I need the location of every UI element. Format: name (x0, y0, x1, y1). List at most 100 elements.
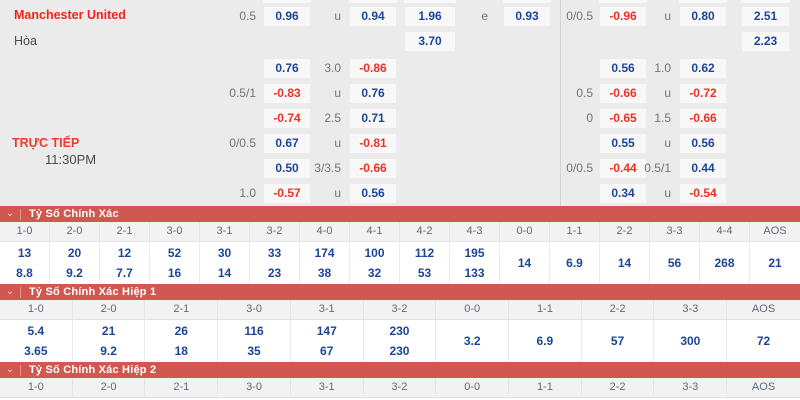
odds-price-cell[interactable]: -0.66 (349, 158, 397, 179)
score-odds-value[interactable]: 230 (389, 324, 410, 338)
odds-price-cell[interactable]: 0.50 (263, 158, 311, 179)
score-odds-value[interactable]: 12 (117, 246, 132, 260)
score-odds-cell: 100 32 (350, 242, 400, 284)
score-odds-value[interactable]: 56 (667, 256, 682, 270)
section-header-bar[interactable]: ⌄ Tỷ Số Chính Xác Hiệp 1 (0, 284, 800, 300)
score-odds-value[interactable]: 32 (367, 266, 382, 280)
odds-price-cell[interactable]: -0.66 (599, 83, 647, 104)
score-odds-value[interactable]: 268 (714, 256, 735, 270)
odds-line-label: 0.5/1 (644, 161, 671, 175)
odds-line-label: u (334, 9, 341, 23)
score-odds-value[interactable]: 174 (314, 246, 335, 260)
score-odds-value[interactable]: 30 (217, 246, 232, 260)
score-odds-value[interactable]: 6.9 (536, 334, 554, 348)
odds-line-label: 1.5 (654, 111, 671, 125)
odds-line-label: u (334, 86, 341, 100)
score-odds-value[interactable]: 133 (464, 266, 485, 280)
score-odds-value[interactable]: 72 (756, 334, 771, 348)
score-odds-value[interactable]: 5.4 (27, 324, 45, 338)
odds-price-cell[interactable]: 0.76 (263, 58, 311, 79)
score-column-label: 3-1 (200, 222, 250, 241)
odds-price-cell[interactable]: -0.74 (263, 108, 311, 129)
score-odds-value[interactable]: 16 (167, 266, 182, 280)
odds-price-cell[interactable]: -0.44 (599, 158, 647, 179)
score-odds-value[interactable]: 300 (680, 334, 701, 348)
odds-price-cell[interactable]: 0.94 (349, 6, 397, 27)
odds-price-cell[interactable]: 0.80 (679, 6, 727, 27)
odds-price-cell[interactable]: 0.93 (503, 6, 551, 27)
score-odds-value[interactable]: 26 (174, 324, 188, 338)
odds-price-cell[interactable]: -0.72 (679, 83, 727, 104)
odds-line-label: 0/0.5 (566, 9, 593, 23)
score-odds-value[interactable]: 21 (768, 256, 782, 270)
chevron-down-icon[interactable]: ⌄ (5, 208, 15, 219)
cutoff-odds-box (679, 0, 727, 3)
score-odds-cell: 21 (750, 242, 800, 284)
score-odds-value[interactable]: 116 (244, 324, 264, 338)
score-odds-cell: 3.2 (436, 320, 510, 362)
score-odds-value[interactable]: 112 (414, 246, 435, 260)
score-odds-value[interactable]: 35 (247, 344, 261, 358)
score-odds-value[interactable]: 100 (364, 246, 385, 260)
score-odds-value[interactable]: 147 (316, 324, 337, 338)
section-title: Tỷ Số Chính Xác Hiệp 1 (29, 286, 157, 298)
odds-price-cell[interactable]: 0.67 (263, 133, 311, 154)
odds-price-cell[interactable]: 0.62 (679, 58, 727, 79)
score-odds-value[interactable]: 20 (67, 246, 82, 260)
score-odds-value[interactable]: 3.65 (24, 344, 48, 358)
score-odds-value[interactable]: 57 (610, 334, 625, 348)
section-header-bar[interactable]: ⌄ Tỷ Số Chính Xác (0, 206, 800, 222)
odds-price-cell[interactable]: 0.71 (349, 108, 397, 129)
score-column-headers: 1-0 2-0 2-1 3-0 3-1 3-2 0-0 1-1 2-2 3-3 AOS (0, 378, 800, 398)
score-odds-value[interactable]: 9.2 (100, 344, 117, 358)
odds-price-cell[interactable]: -0.81 (349, 133, 397, 154)
score-odds-value[interactable]: 53 (417, 266, 432, 280)
odds-price-cell[interactable]: 0.55 (599, 133, 647, 154)
chevron-down-icon[interactable]: ⌄ (5, 364, 15, 375)
odds-price-cell[interactable]: 0.56 (349, 183, 397, 204)
section-header-bar[interactable]: ⌄ Tỷ Số Chính Xác Hiệp 2 (0, 362, 800, 378)
score-odds-value[interactable]: 38 (317, 266, 332, 280)
score-odds-value[interactable]: 230 (389, 344, 410, 358)
score-odds-value[interactable]: 52 (167, 246, 182, 260)
odds-price-cell[interactable]: 3.70 (404, 31, 456, 52)
score-odds-value[interactable]: 195 (464, 246, 485, 260)
score-odds-cell: 57 (582, 320, 655, 362)
odds-line-label: 0/0.5 (566, 161, 593, 175)
odds-price-cell[interactable]: -0.83 (263, 83, 311, 104)
home-team-name[interactable]: Manchester United (14, 8, 126, 22)
odds-price-cell[interactable]: 2.23 (741, 31, 790, 52)
score-odds-value[interactable]: 23 (267, 266, 282, 280)
odds-price-cell[interactable]: 2.51 (741, 6, 790, 27)
odds-price-cell[interactable]: 0.44 (679, 158, 727, 179)
odds-price-cell[interactable]: 0.76 (349, 83, 397, 104)
score-odds-value[interactable]: 6.9 (566, 256, 583, 270)
score-odds-value[interactable]: 8.8 (16, 266, 33, 280)
score-odds-value[interactable]: 13 (17, 246, 32, 260)
odds-price-cell[interactable]: -0.57 (263, 183, 311, 204)
odds-price-cell[interactable]: 0.56 (679, 133, 727, 154)
odds-line-label: e (481, 9, 488, 23)
score-odds-value[interactable]: 7.7 (116, 266, 133, 280)
odds-price-cell[interactable]: 0.96 (263, 6, 311, 27)
score-odds-value[interactable]: 21 (101, 324, 116, 338)
score-odds-value[interactable]: 9.2 (66, 266, 83, 280)
odds-price-cell[interactable]: 1.96 (404, 6, 456, 27)
score-odds-value[interactable]: 3.2 (463, 334, 481, 348)
score-odds-value[interactable]: 14 (617, 256, 632, 270)
score-odds-cell: 300 (654, 320, 728, 362)
score-odds-value[interactable]: 18 (174, 344, 188, 358)
odds-price-cell[interactable]: -0.86 (349, 58, 397, 79)
odds-price-cell[interactable]: 0.56 (599, 58, 647, 79)
odds-price-cell[interactable]: 0.34 (599, 183, 647, 204)
odds-price-cell[interactable]: -0.66 (679, 108, 727, 129)
score-odds-value[interactable]: 14 (217, 266, 232, 280)
score-odds-value[interactable]: 67 (320, 344, 334, 358)
odds-price-cell[interactable]: -0.54 (679, 183, 727, 204)
chevron-down-icon[interactable]: ⌄ (5, 286, 15, 297)
header-divider (20, 208, 21, 220)
odds-price-cell[interactable]: -0.96 (599, 6, 647, 27)
score-odds-value[interactable]: 14 (517, 256, 532, 270)
odds-price-cell[interactable]: -0.65 (599, 108, 647, 129)
score-odds-value[interactable]: 33 (267, 246, 282, 260)
